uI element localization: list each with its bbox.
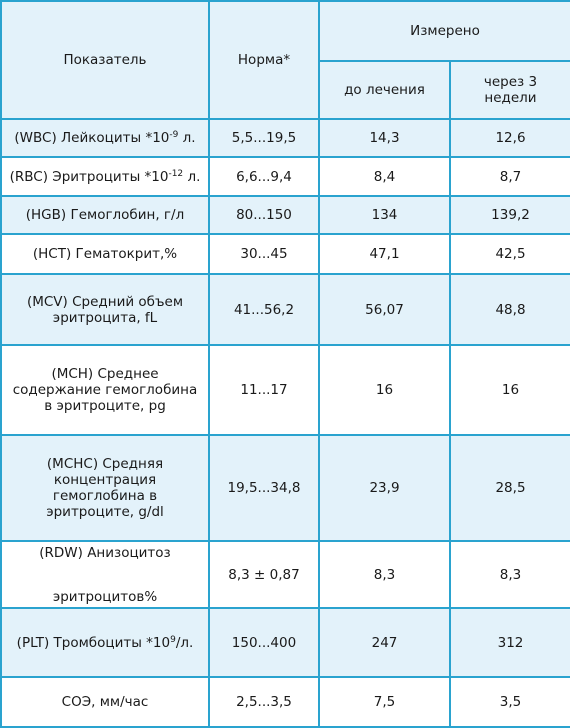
- row-before: 16: [318, 344, 451, 436]
- header-after-3-weeks: через 3 недели: [448, 60, 570, 120]
- row-indicator: (PLT) Тромбоциты *109/л.: [0, 607, 210, 678]
- row-before: 134: [318, 195, 451, 235]
- row-after: 12,6: [448, 118, 570, 158]
- row-norm: 30...45: [208, 233, 320, 275]
- row-before: 7,5: [318, 676, 451, 728]
- row-norm: 80...150: [208, 195, 320, 235]
- row-norm: 11...17: [208, 344, 320, 436]
- row-indicator: (RDW) Анизоцитоз эритроцитов%: [0, 540, 210, 609]
- table-row: СОЭ, мм/час 2,5...3,5 7,5 3,5: [0, 676, 570, 728]
- row-before: 247: [318, 607, 451, 678]
- table-row: (WBC) Лейкоциты *10-9 л. 5,5...19,5 14,3…: [0, 118, 570, 158]
- row-after: 16: [448, 344, 570, 436]
- row-after: 48,8: [448, 273, 570, 346]
- row-after: 28,5: [448, 434, 570, 542]
- row-before: 47,1: [318, 233, 451, 275]
- table-row: (PLT) Тромбоциты *109/л. 150...400 247 3…: [0, 607, 570, 678]
- row-norm: 6,6...9,4: [208, 156, 320, 197]
- table-row: (RBC) Эритроциты *10-12 л. 6,6...9,4 8,4…: [0, 156, 570, 197]
- row-after: 42,5: [448, 233, 570, 275]
- header-norm: Норма*: [208, 0, 320, 120]
- row-indicator: (WBC) Лейкоциты *10-9 л.: [0, 118, 210, 158]
- header-measured: Измерено: [317, 0, 570, 62]
- row-indicator: (MCHC) Средняя концентрация гемоглобина …: [0, 434, 210, 542]
- row-before: 8,4: [318, 156, 451, 197]
- row-norm: 2,5...3,5: [208, 676, 320, 728]
- table-row: (HCT) Гематокрит,% 30...45 47,1 42,5: [0, 233, 570, 275]
- row-indicator: (HCT) Гематокрит,%: [0, 233, 210, 275]
- table-row: (MCV) Средний объем эритроцита, fL 41...…: [0, 273, 570, 346]
- row-before: 23,9: [318, 434, 451, 542]
- row-after: 3,5: [448, 676, 570, 728]
- table-row: (MCHC) Средняя концентрация гемоглобина …: [0, 434, 570, 542]
- row-norm: 150...400: [208, 607, 320, 678]
- row-after: 8,7: [448, 156, 570, 197]
- row-norm: 5,5...19,5: [208, 118, 320, 158]
- row-indicator: (HGB) Гемоглобин, г/л: [0, 195, 210, 235]
- table-row: (RDW) Анизоцитоз эритроцитов% 8,3 ± 0,87 …: [0, 540, 570, 609]
- row-norm: 8,3 ± 0,87: [208, 540, 320, 609]
- row-before: 56,07: [318, 273, 451, 346]
- row-norm: 19,5...34,8: [208, 434, 320, 542]
- row-after: 312: [448, 607, 570, 678]
- row-before: 8,3: [318, 540, 451, 609]
- table-row: (HGB) Гемоглобин, г/л 80...150 134 139,2: [0, 195, 570, 235]
- header-before-treatment: до лечения: [318, 60, 451, 120]
- row-after: 139,2: [448, 195, 570, 235]
- header-indicator: Показатель: [0, 0, 210, 120]
- row-indicator: (RBC) Эритроциты *10-12 л.: [0, 156, 210, 197]
- row-indicator: (MCV) Средний объем эритроцита, fL: [0, 273, 210, 346]
- row-after: 8,3: [448, 540, 570, 609]
- table-row: (MCH) Среднее содержание гемоглобина в э…: [0, 344, 570, 436]
- row-before: 14,3: [318, 118, 451, 158]
- row-indicator: СОЭ, мм/час: [0, 676, 210, 728]
- row-norm: 41...56,2: [208, 273, 320, 346]
- row-indicator: (MCH) Среднее содержание гемоглобина в э…: [0, 344, 210, 436]
